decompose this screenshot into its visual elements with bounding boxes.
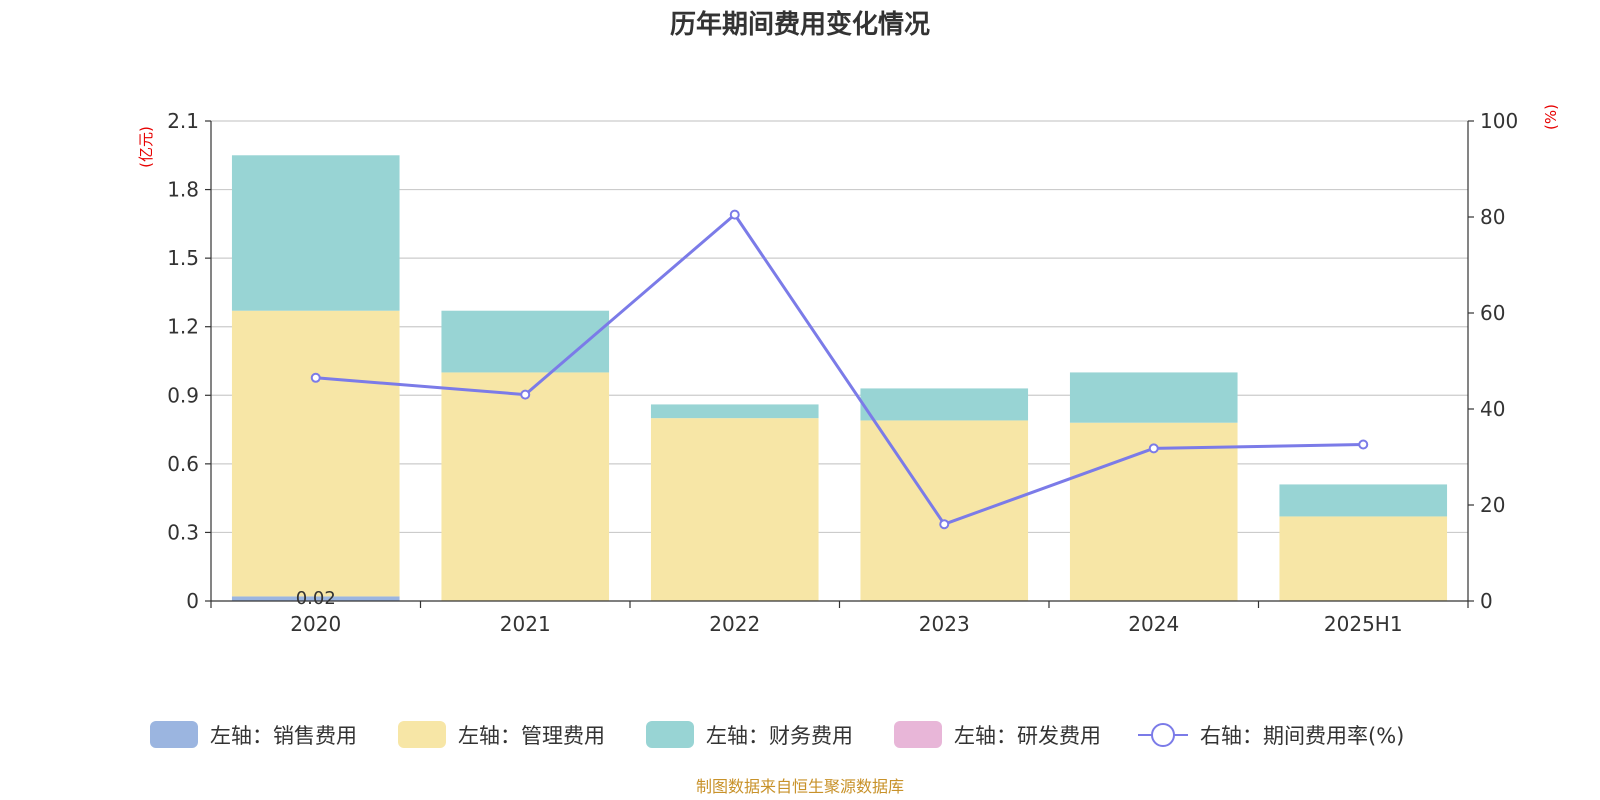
rate-point-2022	[729, 209, 740, 220]
rate-polyline	[315, 213, 1364, 526]
bar-s2-2021	[441, 310, 610, 373]
x-tick-label-2025h1: 2025H1	[1324, 612, 1403, 636]
x-tick-label-2022: 2022	[709, 612, 760, 636]
x-tick-label-2024: 2024	[1128, 612, 1179, 636]
legend-label-3: 左轴：研发费用	[954, 724, 1101, 748]
right-tick-label: 0	[1480, 589, 1493, 613]
legend-label-2: 左轴：财务费用	[706, 724, 853, 748]
left-tick-label: 1.5	[167, 246, 199, 270]
x-tick-label-2020: 2020	[290, 612, 341, 636]
bar-s1-2020	[231, 310, 400, 597]
bar-s1-2022	[650, 418, 819, 601]
rate-point-2020	[310, 372, 321, 383]
axes: 0 0.3 0.6 0.9 1.2 1.5 1.8 2.1 0 20 40 60 80 100 2020 20…	[167, 109, 1518, 636]
rate-point-2021	[520, 389, 531, 400]
legend-label-0: 左轴：销售费用	[210, 724, 357, 748]
bar-s2-2025h1	[1279, 484, 1448, 517]
bar-s1-2025h1	[1279, 516, 1448, 601]
bar-s1-2023	[860, 420, 1029, 601]
source-note: 制图数据来自恒生聚源数据库	[696, 777, 904, 796]
legend-label-1: 左轴：管理费用	[458, 724, 605, 748]
bar-s2-2020	[231, 155, 400, 311]
left-tick-label: 0	[186, 589, 199, 613]
x-tick-label-2021: 2021	[500, 612, 551, 636]
bar-s2-2023	[860, 388, 1029, 421]
bar-s2-2022	[650, 404, 819, 419]
left-axis-unit: (亿元)	[137, 126, 155, 168]
legend-marker-swatch	[1151, 723, 1175, 747]
bar-s0-2020	[231, 596, 400, 601]
bars	[231, 155, 1448, 601]
legend-swatch-3	[894, 721, 942, 748]
legend-swatch-2	[646, 721, 694, 748]
left-tick-label: 0.9	[167, 383, 199, 407]
rate-point-2023	[939, 519, 950, 530]
left-tick-label: 0.6	[167, 452, 199, 476]
rate-point-2024	[1148, 443, 1159, 454]
right-tick-label: 60	[1480, 301, 1505, 325]
rate-line	[310, 209, 1369, 530]
legend: 左轴：销售费用 左轴：管理费用 左轴：财务费用 左轴：研发费用 右轴：期间费用率(%)	[150, 721, 1404, 748]
bar-s1-2021	[441, 372, 610, 601]
x-tick-label-2023: 2023	[919, 612, 970, 636]
chart-title: 历年期间费用变化情况	[670, 9, 930, 40]
right-axis-unit: (%)	[1542, 104, 1560, 130]
left-tick-label: 2.1	[167, 109, 199, 133]
data-labels: 0.02	[296, 588, 336, 609]
right-tick-label: 40	[1480, 397, 1505, 421]
left-tick-label: 0.3	[167, 520, 199, 544]
legend-label-4: 右轴：期间费用率(%)	[1200, 724, 1404, 748]
left-tick-label: 1.2	[167, 315, 199, 339]
legend-swatch-1	[398, 721, 446, 748]
right-tick-label: 80	[1480, 205, 1505, 229]
right-tick-label: 20	[1480, 493, 1505, 517]
data-label-2020: 0.02	[296, 588, 336, 609]
legend-swatch-0	[150, 721, 198, 748]
bar-s2-2024	[1069, 372, 1238, 423]
right-tick-label: 100	[1480, 109, 1518, 133]
grid	[211, 120, 1468, 534]
rate-point-2025h1	[1358, 439, 1369, 450]
left-tick-label: 1.8	[167, 178, 199, 202]
